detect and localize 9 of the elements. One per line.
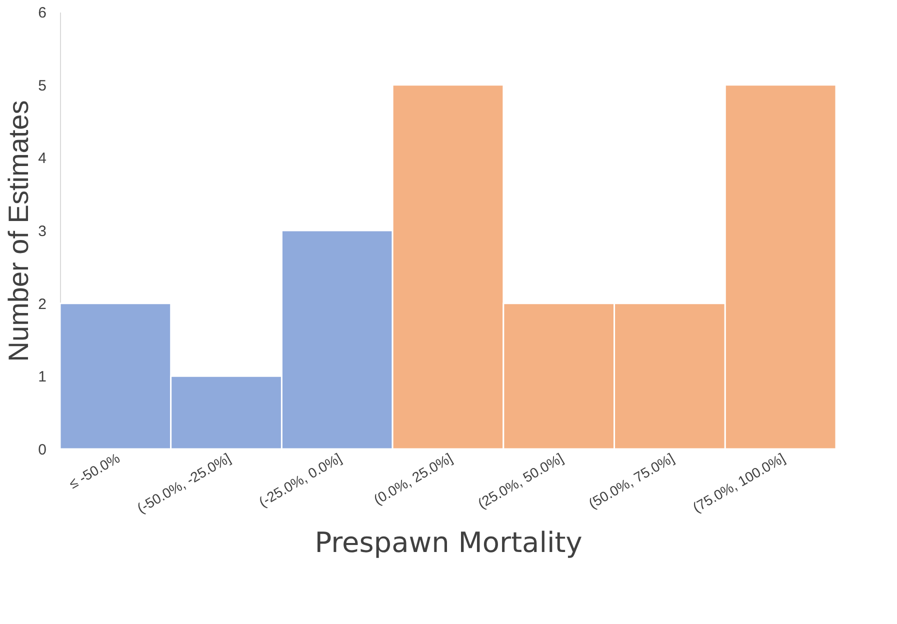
y-tick-label: 2: [38, 296, 46, 313]
y-tick-label: 5: [38, 77, 46, 94]
y-tick-label: 6: [38, 4, 46, 22]
y-tick-label: 1: [38, 368, 46, 386]
y-tick-label: 3: [38, 223, 46, 240]
y-tick-label: 0: [38, 442, 46, 458]
y-axis-title: Number of Estimates: [3, 100, 34, 362]
y-tick-label: 4: [38, 150, 46, 168]
x-axis-title: Prespawn Mortality: [314, 526, 582, 560]
